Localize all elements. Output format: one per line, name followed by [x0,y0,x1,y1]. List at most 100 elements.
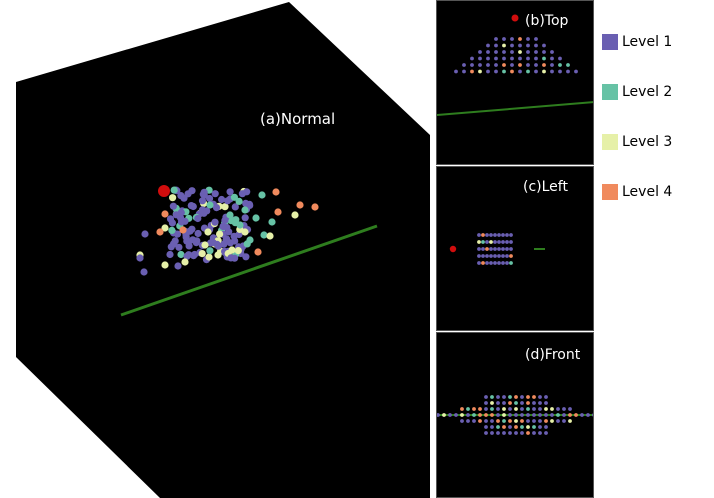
node [494,63,498,67]
node [156,228,164,236]
node [534,69,538,74]
node [214,251,222,259]
node [225,228,233,236]
node [478,413,482,417]
node [550,69,554,74]
front-view-canvas[interactable]: (d)Front [437,333,594,498]
node [478,407,482,411]
node [484,431,488,435]
node [470,69,474,74]
top-view[interactable]: (b)Top [436,0,594,165]
node [514,425,518,429]
node [206,201,214,209]
node [497,254,501,258]
node [477,254,481,258]
normal-view[interactable]: (a)Normal [0,0,430,498]
node [460,413,464,417]
node [592,413,593,417]
node [586,413,590,417]
node [218,195,226,204]
node [502,43,506,48]
node [502,401,506,405]
node [568,419,572,423]
node [574,69,578,74]
node [526,401,530,405]
node [477,240,481,244]
node [534,37,538,41]
node [183,252,191,260]
node [224,197,232,205]
node [574,413,578,417]
node [509,254,513,258]
node [226,239,234,247]
node [177,250,185,259]
left-view-canvas[interactable]: (c)Left [437,167,594,331]
node [520,413,524,417]
left-view[interactable]: (c)Left [436,166,594,331]
node [490,395,494,399]
node [568,407,572,411]
node [437,413,440,417]
node [205,253,213,261]
front-view[interactable]: (d)Front [436,332,594,498]
node [550,413,554,417]
node [542,43,546,48]
node [481,261,485,265]
node [206,247,214,255]
root-node [158,185,170,197]
node [172,211,180,219]
node [534,63,538,67]
node [542,56,546,61]
axis-line [120,224,378,317]
node-cluster [437,395,593,435]
legend-label: Level 2 [622,84,673,100]
node [241,214,249,222]
node [230,193,238,201]
node [550,419,554,423]
top-view-canvas[interactable]: (b)Top [437,1,594,165]
node [538,425,542,429]
node [494,56,498,61]
node [191,250,199,259]
node [556,407,560,411]
node [442,413,446,417]
node [509,247,513,251]
node [493,247,497,251]
node [478,50,482,54]
legend-swatch [602,84,618,100]
node [238,190,246,198]
node [484,419,488,423]
legend-item-level-4: Level 4 [600,180,712,230]
normal-view-canvas[interactable]: (a)Normal [0,0,430,498]
node [477,247,481,251]
node [526,56,530,61]
node [526,37,530,41]
node [505,240,509,244]
node [494,37,498,41]
node [566,63,570,67]
node [568,413,572,417]
node [241,206,249,214]
node [556,413,560,417]
node [194,214,202,223]
node [544,419,548,423]
node [296,201,304,209]
node [526,63,530,67]
node [505,233,509,237]
node [493,233,497,237]
legend-swatch [602,134,618,150]
node [184,190,192,198]
node [274,208,282,216]
node [496,395,500,399]
node [520,407,524,411]
node [550,63,554,67]
node [501,254,505,258]
node [489,261,493,265]
node [514,413,518,417]
node [203,207,211,215]
node [189,202,197,211]
node [478,56,482,61]
node [206,194,214,203]
node [526,413,530,417]
node [485,247,489,251]
